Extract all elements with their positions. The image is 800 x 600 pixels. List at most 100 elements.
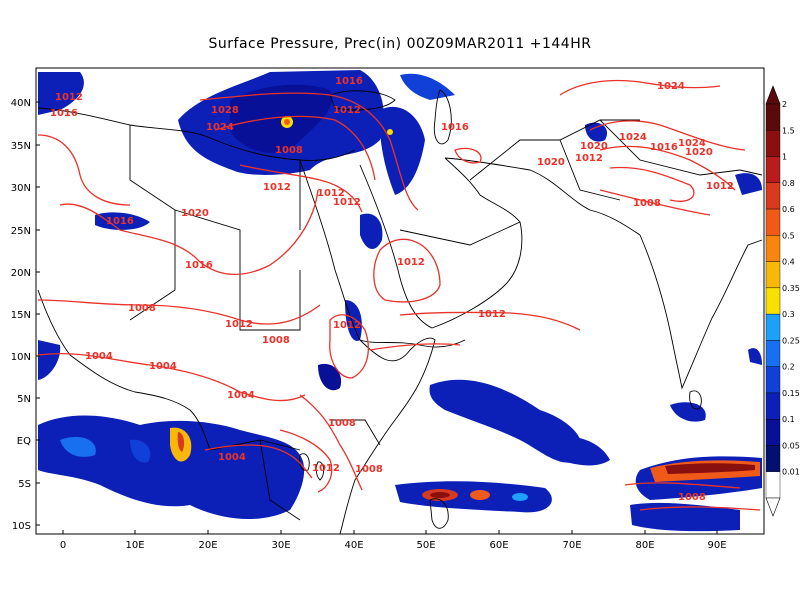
lat-label: 15N	[11, 310, 31, 321]
coastlines-layer	[37, 89, 763, 535]
colorbar-label: 0.2	[782, 363, 795, 372]
isobar-labels: 1016 1012 1016 1028 1024 1008 1012 1016 …	[50, 76, 734, 503]
isobar-label: 1016	[335, 76, 363, 87]
colorbar-swatch	[765, 366, 781, 394]
lat-label: 5N	[17, 394, 31, 405]
lon-label: 80E	[635, 540, 654, 551]
colorbar-label: 1	[782, 153, 787, 162]
lat-label: 25N	[11, 226, 31, 237]
colorbar-label: 0.15	[782, 389, 800, 398]
colorbar-swatch	[765, 287, 781, 315]
colorbar-label: 1.5	[782, 126, 795, 135]
lon-label: 90E	[707, 540, 726, 551]
colorbar-label: 0.6	[782, 205, 795, 214]
map-frame	[35, 67, 765, 535]
colorbar-label: 0.8	[782, 179, 795, 188]
isobar-label: 1012	[397, 257, 425, 268]
isobar-label: 1016	[50, 108, 78, 119]
isobar-label: 1008	[355, 464, 383, 475]
colorbar-label: 0.4	[782, 258, 795, 267]
colorbar-swatch	[765, 156, 781, 184]
colorbar-swatch	[765, 235, 781, 262]
isobar-label: 1012	[706, 181, 734, 192]
lon-label: 20E	[198, 540, 217, 551]
isobar-label: 1004	[218, 452, 246, 463]
colorbar-label: 0.3	[782, 310, 795, 319]
lon-label: 30E	[271, 540, 290, 551]
isobar-label: 1008	[128, 303, 156, 314]
colorbar-label: 0.5	[782, 231, 795, 240]
isobar-label: 1028	[211, 105, 239, 116]
isobar-label: 1004	[227, 390, 255, 401]
colorbar-swatch	[765, 182, 781, 210]
colorbar-swatch	[765, 208, 781, 236]
isobar-label: 1004	[85, 351, 113, 362]
isobar-label: 1012	[263, 182, 291, 193]
isobar-label: 1016	[185, 260, 213, 271]
precip-colorbar: 2 1.5 1 0.8 0.6 0.5 0.4 0.35 0.3 0.25 0.2 0.15 0.1 0.…	[765, 85, 800, 517]
isobar-label: 1012	[312, 463, 340, 474]
isobar-label: 1012	[317, 188, 345, 199]
isobar-label: 1024	[678, 138, 706, 149]
isobar-label: 1020	[580, 141, 608, 152]
isobar-label: 1012	[333, 197, 361, 208]
colorbar-swatch	[765, 340, 781, 367]
lat-label: EQ	[17, 436, 31, 447]
colorbar-top-arrow	[765, 85, 781, 105]
isobar-label: 1012	[55, 92, 83, 103]
lat-label: 35N	[11, 141, 31, 152]
lat-label: 40N	[11, 98, 31, 109]
isobar-label: 1020	[685, 147, 713, 158]
lon-label: 0	[60, 540, 66, 551]
precipitation-layer	[38, 70, 762, 532]
lat-label: 10S	[12, 521, 31, 532]
isobar-label: 1008	[678, 492, 706, 503]
colorbar-label: 0.25	[782, 336, 800, 345]
lon-label: 40E	[344, 540, 363, 551]
colorbar-swatch	[765, 261, 781, 289]
chart-title: Surface Pressure, Prec(in) 00Z09MAR2011 …	[208, 36, 592, 52]
colorbar-label: 0.1	[782, 415, 795, 424]
colorbar-swatch	[765, 471, 781, 499]
isobar-label: 1012	[333, 105, 361, 116]
isobar-label: 1020	[537, 157, 565, 168]
isobar-label: 1008	[275, 145, 303, 156]
colorbar-swatch	[765, 130, 781, 157]
isobar-label: 1012	[333, 320, 361, 331]
lon-label: 50E	[416, 540, 435, 551]
lon-label: 10E	[125, 540, 144, 551]
isobar-label: 1024	[206, 122, 234, 133]
lat-label: 5S	[18, 479, 31, 490]
isobar-label: 1008	[328, 418, 356, 429]
isobar-label: 1012	[575, 153, 603, 164]
isobar-label: 1008	[262, 335, 290, 346]
isobar-label: 1008	[633, 198, 661, 209]
colorbar-swatch	[765, 445, 781, 472]
colorbar-swatch	[765, 419, 781, 446]
colorbar-label: 0.01	[782, 468, 800, 477]
lat-axis: 40N 35N 30N 25N 20N 15N 10N 5N EQ 5S 10S	[11, 98, 40, 532]
colorbar-swatch	[765, 392, 781, 420]
isobar-label: 1024	[619, 132, 647, 143]
isobar-label: 1016	[106, 216, 134, 227]
isobar-label: 1012	[478, 309, 506, 320]
isobar-label: 1024	[657, 81, 685, 92]
colorbar-label: 0.35	[782, 284, 800, 293]
colorbar-bottom-arrow	[765, 497, 781, 517]
lat-label: 20N	[11, 268, 31, 279]
colorbar-swatch	[765, 103, 781, 131]
isobar-label: 1004	[149, 361, 177, 372]
isobar-label: 1016	[441, 122, 469, 133]
isobars-layer	[37, 79, 761, 511]
colorbar-label: 0.05	[782, 441, 800, 450]
lat-label: 30N	[11, 183, 31, 194]
isobar-label: 1016	[650, 142, 678, 153]
lon-axis: 0 10E 20E 30E 40E 50E 60E 70E 80E 90E	[60, 530, 727, 551]
lon-label: 60E	[489, 540, 508, 551]
isobar-label: 1012	[225, 319, 253, 330]
lon-label: 70E	[562, 540, 581, 551]
colorbar-swatch	[765, 313, 781, 341]
isobar-label: 1020	[181, 208, 209, 219]
colorbar-label: 2	[782, 100, 787, 109]
